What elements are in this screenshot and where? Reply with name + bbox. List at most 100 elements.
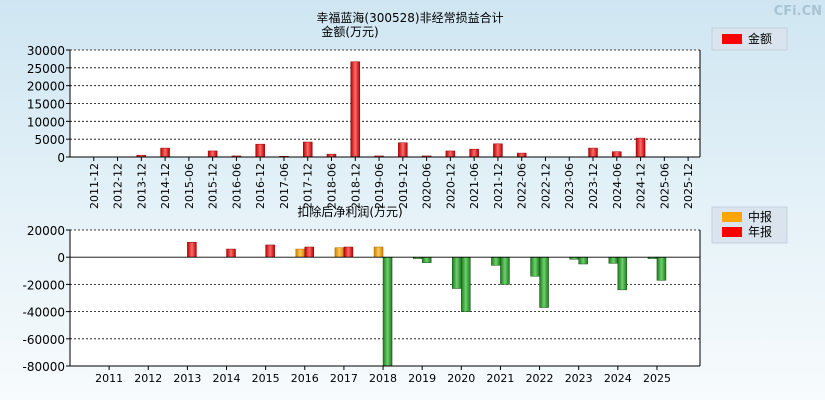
y-tick-label: -60000: [22, 333, 65, 347]
x-tick-label: 2012-12: [112, 163, 125, 209]
chart-top-plot: 0 5000 10000 15000 20000 25000 30000 2011-12 201…: [27, 44, 701, 209]
y-tick-label: 0: [57, 251, 65, 265]
x-tick-label: 2020-06: [421, 163, 434, 209]
x-tick-label: 2024-06: [611, 163, 624, 209]
bar-annual: [343, 246, 354, 258]
bar-interim: [491, 256, 501, 266]
y-tick-label: -40000: [22, 306, 65, 320]
x-tick-label: 2018-12: [349, 163, 362, 209]
bar: [635, 137, 646, 158]
x-tick-label: 2021-12: [492, 163, 505, 209]
chart-top-subtitle: 金额(万元): [321, 24, 378, 39]
y-tick-label: -20000: [22, 278, 65, 292]
y-tick-label: 20000: [27, 224, 65, 238]
y-tick-label: 10000: [27, 115, 65, 129]
y-tick-label: 5000: [34, 133, 65, 147]
chart-bottom: 扣除后净利润(万元) 中报 年报 -80000 -60000 -40000 -2000…: [22, 204, 788, 385]
x-tick-label: 2018: [369, 372, 397, 385]
x-tick-label: 2016-06: [230, 163, 243, 209]
chart-bottom-title: 扣除后净利润(万元): [297, 204, 402, 219]
x-tick-label: 2019: [408, 372, 436, 385]
bar-annual: [187, 241, 197, 258]
x-tick-label: 2012: [134, 372, 162, 385]
legend-swatch-amount: [722, 34, 742, 44]
bar: [255, 143, 265, 158]
legend-swatch-annual: [722, 227, 742, 237]
bar-interim: [608, 256, 619, 264]
y-tick-label: 0: [57, 151, 65, 165]
x-tick-label: 2014: [213, 372, 241, 385]
y-tick-label: 25000: [27, 62, 65, 76]
x-tick-label: 2025-06: [658, 163, 671, 209]
bar-interim: [373, 246, 384, 258]
x-tick-label: 2014-12: [159, 163, 172, 209]
bar: [516, 152, 527, 158]
x-tick-label: 2024: [604, 372, 632, 385]
chart-bottom-legend: 中报 年报: [711, 206, 788, 244]
bar-annual: [578, 256, 588, 265]
bar-annual: [656, 256, 667, 281]
bar-annual: [539, 256, 549, 308]
bar: [469, 148, 479, 158]
x-tick-label: 2015-06: [183, 163, 196, 209]
legend-label-annual: 年报: [748, 224, 772, 239]
x-tick-label: 2019-12: [397, 163, 410, 209]
bar: [302, 141, 313, 158]
x-tick-label: 2021-06: [468, 163, 481, 209]
x-tick-label: 2019-06: [373, 163, 386, 209]
bar-interim: [530, 256, 540, 277]
x-tick-label: 2015-12: [207, 163, 220, 209]
bar: [160, 147, 170, 158]
bar-annual: [304, 246, 315, 258]
y-tick-label: -80000: [22, 360, 65, 374]
x-tick-label: 2018-06: [326, 163, 339, 209]
x-tick-label: 2022-12: [539, 163, 552, 209]
y-tick-label: 20000: [27, 80, 65, 94]
bar-annual: [226, 248, 236, 258]
x-tick-label: 2023-06: [563, 163, 576, 209]
bar-annual: [265, 244, 275, 258]
x-tick-label: 2013-12: [135, 163, 148, 209]
x-tick-label: 2023-12: [587, 163, 600, 209]
x-tick-label: 2023: [565, 372, 593, 385]
legend-swatch-interim: [722, 212, 742, 222]
bar: [207, 150, 218, 158]
chart-top-title: 幸福蓝海(300528)非经常损益合计: [316, 10, 503, 25]
x-tick-label: 2025: [643, 372, 671, 385]
bar: [588, 147, 598, 158]
x-tick-label: 2013: [173, 372, 201, 385]
x-tick-label: 2016: [291, 372, 319, 385]
bar-annual: [461, 256, 471, 312]
bar-interim: [452, 256, 462, 289]
bar: [493, 143, 503, 158]
y-tick-label: 15000: [27, 98, 65, 112]
x-tick-label: 2011: [95, 372, 123, 385]
y-tick-label: 30000: [27, 44, 65, 58]
bar: [445, 150, 456, 158]
legend-label-interim: 中报: [748, 209, 772, 224]
x-tick-label: 2016-12: [254, 163, 267, 209]
x-tick-label: 2017-12: [302, 163, 315, 209]
x-tick-label: 2022: [526, 372, 554, 385]
bar-annual: [617, 256, 628, 291]
chart-top: 幸福蓝海(300528)非经常损益合计 金额(万元) 金额 0 5000 10000…: [27, 10, 788, 209]
x-tick-label: 2017-06: [278, 163, 291, 209]
x-tick-label: 2020: [447, 372, 475, 385]
x-tick-label: 2011-12: [88, 163, 101, 209]
chart-top-legend: 金额: [711, 27, 788, 51]
watermark: CFi.CN: [774, 4, 822, 19]
legend-label-amount: 金额: [748, 31, 772, 46]
x-tick-label: 2015: [252, 372, 280, 385]
x-tick-label: 2017: [330, 372, 358, 385]
bar-annual: [421, 256, 432, 263]
bar: [612, 151, 622, 158]
x-tick-label: 2022-06: [516, 163, 529, 209]
bar-annual: [382, 256, 393, 367]
x-tick-label: 2020-12: [444, 163, 457, 209]
x-tick-label: 2025-12: [682, 163, 695, 209]
bar: [350, 61, 361, 158]
x-tick-label: 2024-12: [635, 163, 648, 209]
chart-bottom-plot: -80000 -60000 -40000 -20000 0 20000 2011 2012 20…: [22, 224, 701, 385]
bar-interim: [295, 248, 306, 258]
